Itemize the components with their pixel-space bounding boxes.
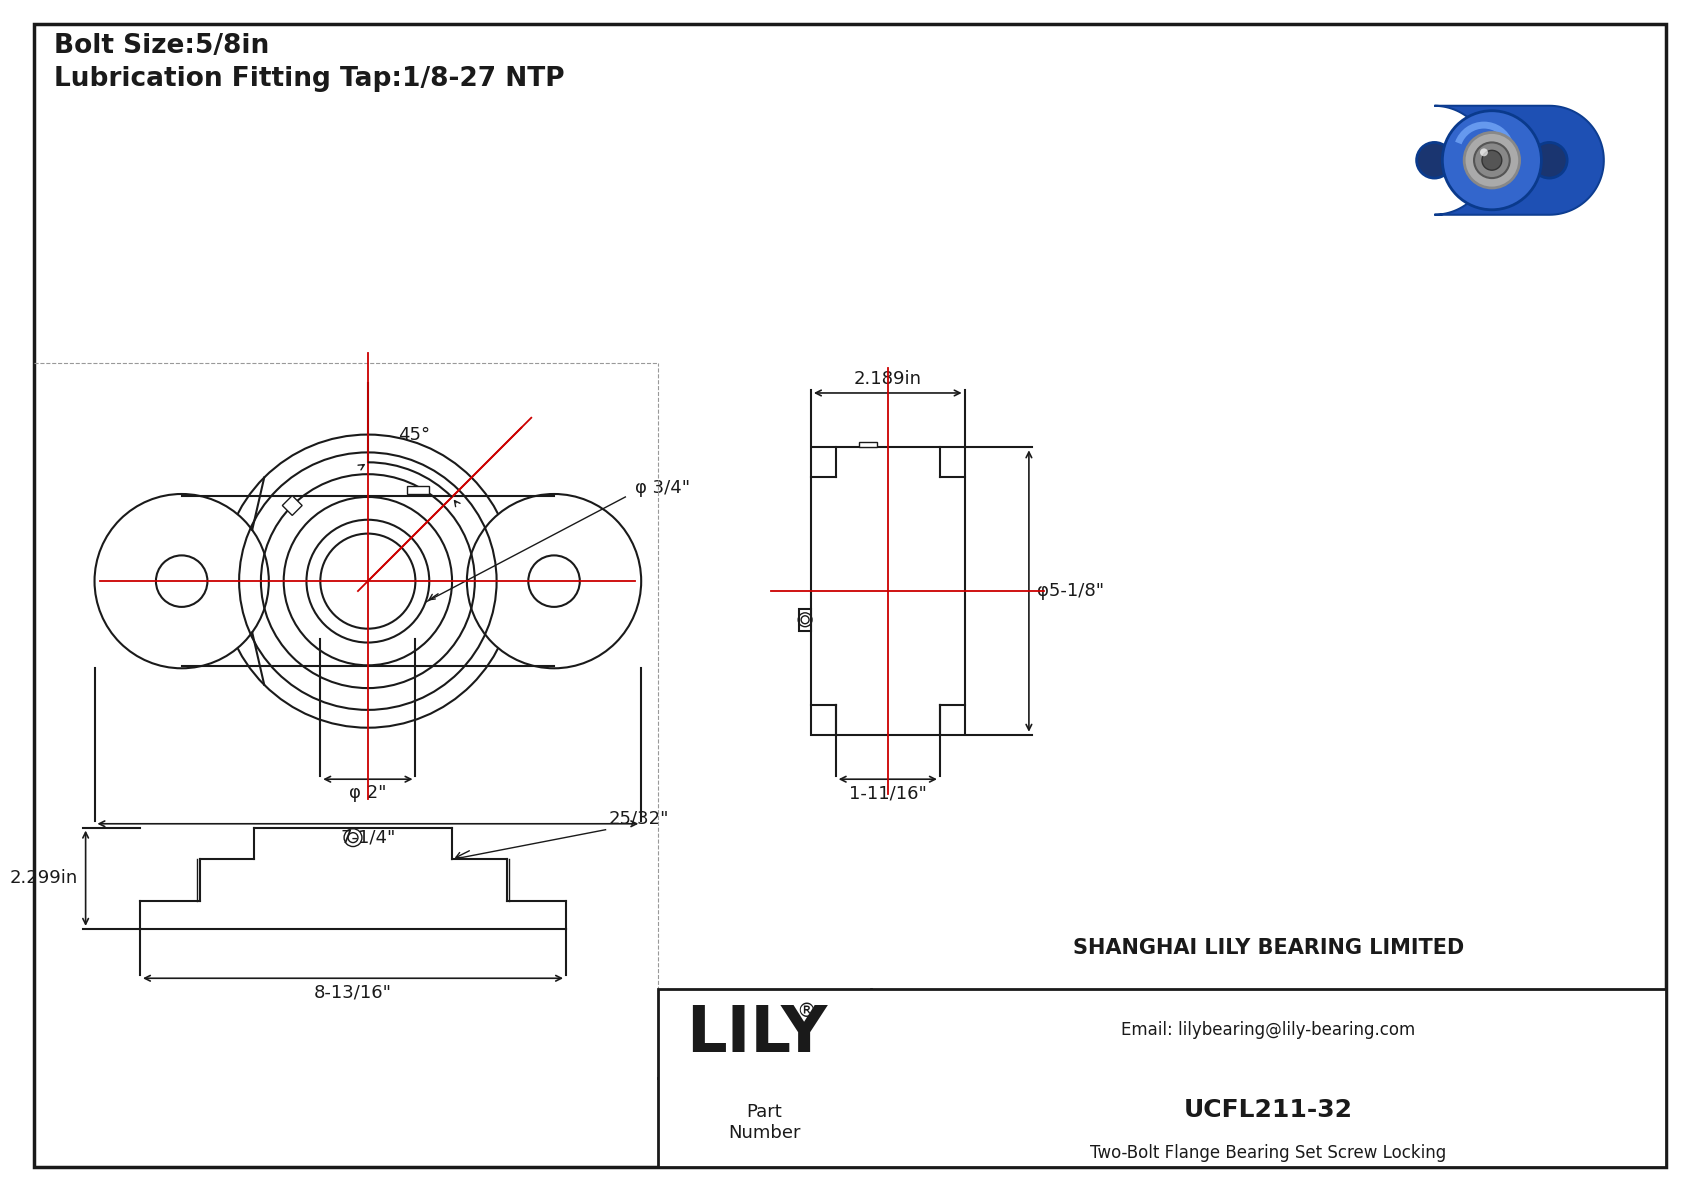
Text: 25/32": 25/32"	[608, 810, 669, 828]
Text: LILY: LILY	[685, 1003, 827, 1065]
Circle shape	[1480, 149, 1489, 156]
Bar	[658, 990, 1665, 1167]
Text: 2.299in: 2.299in	[10, 869, 77, 887]
Circle shape	[1474, 143, 1509, 179]
Text: SHANGHAI LILY BEARING LIMITED: SHANGHAI LILY BEARING LIMITED	[1073, 939, 1463, 958]
Polygon shape	[283, 495, 301, 516]
Circle shape	[1531, 143, 1568, 179]
Text: 8-13/16": 8-13/16"	[313, 984, 392, 1002]
Text: 45°: 45°	[397, 426, 429, 444]
Bar	[800, 609, 812, 631]
Text: 7-1/4": 7-1/4"	[340, 829, 396, 847]
Polygon shape	[1435, 106, 1603, 214]
Bar	[812, 448, 965, 735]
Text: Email: lilybearing@lily-bearing.com: Email: lilybearing@lily-bearing.com	[1122, 1021, 1416, 1040]
Text: Lubrication Fitting Tap:1/8-27 NTP: Lubrication Fitting Tap:1/8-27 NTP	[54, 67, 564, 92]
Circle shape	[529, 555, 579, 607]
Text: 2.189in: 2.189in	[854, 370, 921, 388]
Text: Part
Number: Part Number	[727, 1103, 800, 1142]
Circle shape	[466, 494, 642, 668]
Text: φ 3/4": φ 3/4"	[635, 479, 690, 497]
Bar	[408, 486, 429, 494]
Text: UCFL211-32: UCFL211-32	[1184, 1098, 1352, 1122]
Text: 1-11/16": 1-11/16"	[849, 784, 926, 803]
Circle shape	[1443, 111, 1541, 210]
Circle shape	[157, 555, 207, 607]
Circle shape	[94, 494, 269, 668]
Text: Two-Bolt Flange Bearing Set Screw Locking: Two-Bolt Flange Bearing Set Screw Lockin…	[1091, 1145, 1447, 1162]
Circle shape	[1416, 143, 1452, 179]
Polygon shape	[1435, 106, 1603, 214]
Text: φ5-1/8": φ5-1/8"	[1037, 582, 1105, 600]
Text: Bolt Size:5/8in: Bolt Size:5/8in	[54, 33, 269, 60]
Bar	[859, 442, 877, 448]
Circle shape	[1482, 150, 1502, 170]
Text: φ 2": φ 2"	[349, 784, 387, 803]
Circle shape	[221, 435, 514, 728]
Circle shape	[1463, 132, 1519, 188]
Text: ®: ®	[797, 1003, 815, 1022]
